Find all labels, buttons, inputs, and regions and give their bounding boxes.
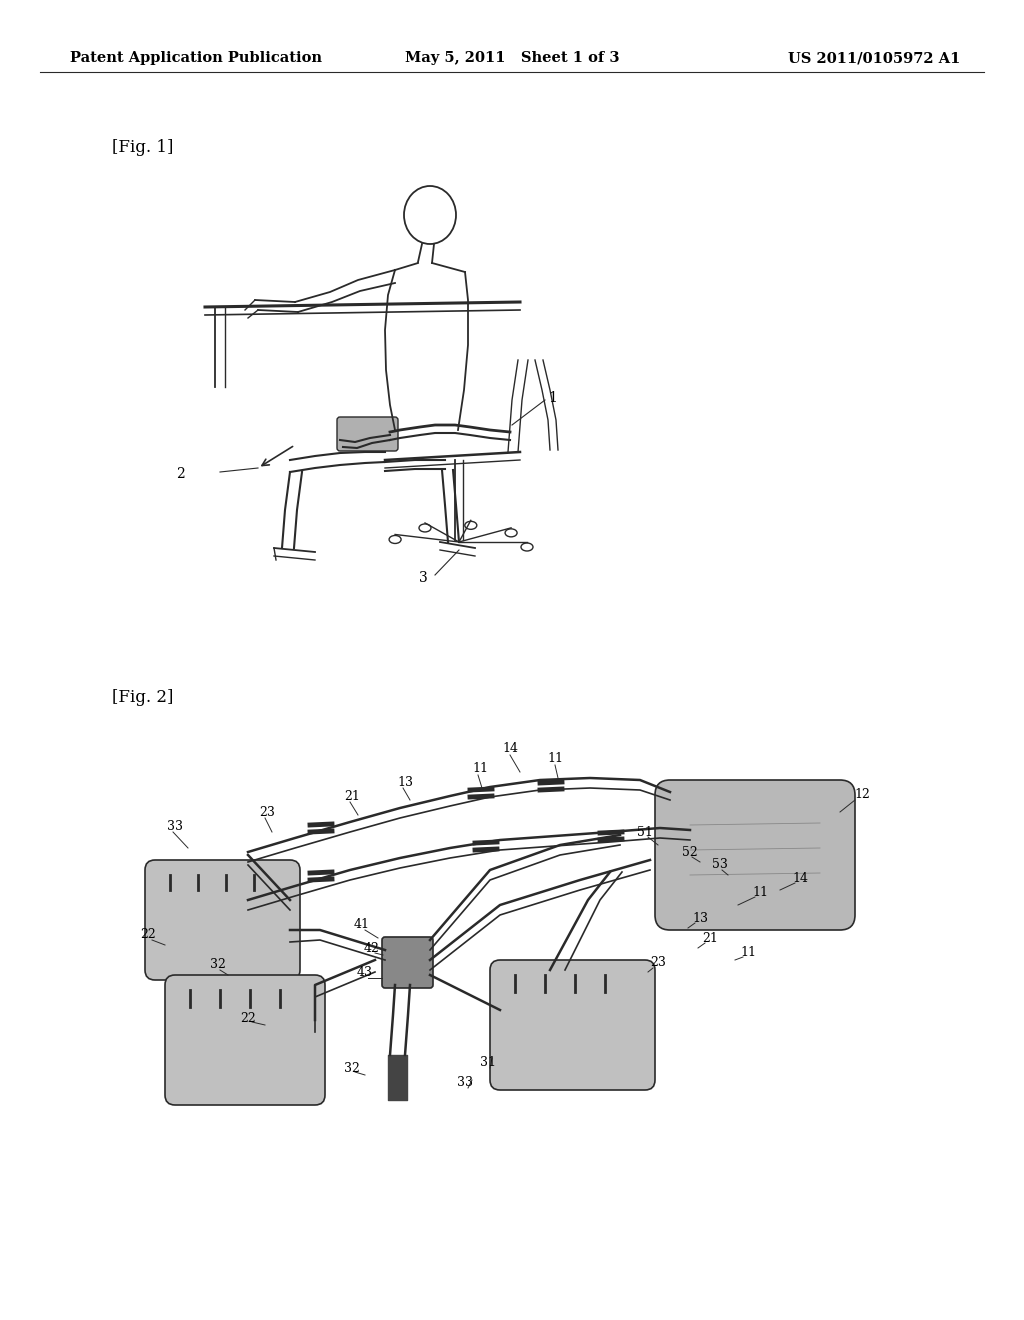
Text: 12: 12 [854,788,870,801]
Text: 42: 42 [365,941,380,954]
Text: 21: 21 [702,932,718,945]
Text: 11: 11 [740,945,756,958]
FancyBboxPatch shape [165,975,325,1105]
Text: 13: 13 [692,912,708,924]
Text: 1: 1 [548,391,557,405]
Text: 13: 13 [397,776,413,788]
Text: Patent Application Publication: Patent Application Publication [70,51,322,65]
Text: 2: 2 [176,467,185,480]
FancyBboxPatch shape [337,417,398,451]
Text: 22: 22 [140,928,156,941]
Text: 3: 3 [419,572,428,585]
Text: 52: 52 [682,846,698,858]
FancyBboxPatch shape [145,861,300,979]
Text: [Fig. 2]: [Fig. 2] [112,689,173,706]
Text: 11: 11 [752,886,768,899]
Text: 31: 31 [480,1056,496,1068]
Text: 11: 11 [547,751,563,764]
Text: US 2011/0105972 A1: US 2011/0105972 A1 [787,51,961,65]
FancyBboxPatch shape [490,960,655,1090]
Text: 41: 41 [354,919,370,932]
Text: 53: 53 [712,858,728,871]
Text: 32: 32 [210,958,226,972]
Text: 23: 23 [650,956,666,969]
Text: May 5, 2011   Sheet 1 of 3: May 5, 2011 Sheet 1 of 3 [404,51,620,65]
Text: 23: 23 [259,805,274,818]
Text: 33: 33 [167,820,183,833]
Text: 32: 32 [344,1061,360,1074]
Text: 51: 51 [637,825,653,838]
Text: 43: 43 [357,965,373,978]
Text: 14: 14 [502,742,518,755]
Text: 14: 14 [792,871,808,884]
FancyBboxPatch shape [382,937,433,987]
Text: 21: 21 [344,789,360,803]
Text: [Fig. 1]: [Fig. 1] [112,140,173,157]
Text: 11: 11 [472,762,488,775]
FancyBboxPatch shape [655,780,855,931]
Text: 22: 22 [240,1011,256,1024]
Text: 33: 33 [457,1076,473,1089]
